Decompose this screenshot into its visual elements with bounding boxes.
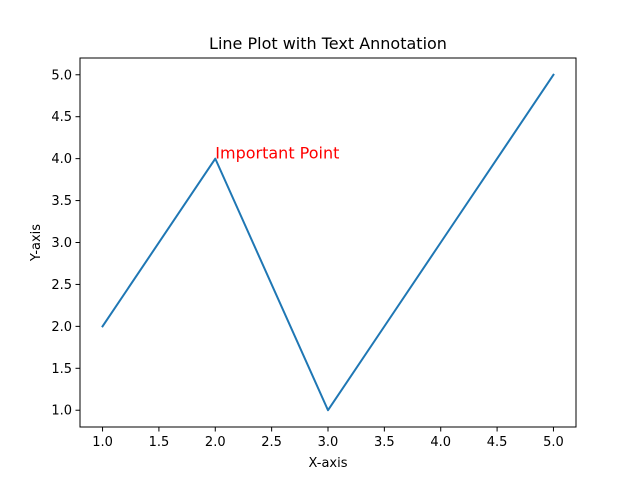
x-tick-label: 2.0 bbox=[205, 435, 226, 450]
y-tick-label: 3.5 bbox=[51, 194, 72, 209]
annotation-layer: Important Point bbox=[215, 144, 339, 163]
y-axis-label: Y-axis bbox=[29, 224, 44, 262]
x-tick-label: 5.0 bbox=[543, 435, 564, 450]
series-line bbox=[101, 73, 555, 412]
y-tick-label: 1.0 bbox=[51, 404, 72, 419]
x-axis: 1.0 1.5 2.0 2.5 3.0 3.5 4.0 4.5 5.0 bbox=[92, 427, 564, 450]
x-tick-label: 2.5 bbox=[261, 435, 282, 450]
x-tick-label: 1.0 bbox=[92, 435, 113, 450]
y-axis: 1.0 1.5 2.0 2.5 3.0 3.5 4.0 4.5 5.0 bbox=[51, 68, 80, 419]
y-tick-label: 2.0 bbox=[51, 320, 72, 335]
y-tick-label: 5.0 bbox=[51, 68, 72, 83]
y-tick-label: 3.0 bbox=[51, 236, 72, 251]
x-axis-label: X-axis bbox=[309, 456, 348, 471]
x-tick-label: 3.5 bbox=[374, 435, 395, 450]
annotation-label: Important Point bbox=[215, 144, 339, 163]
chart-title: Line Plot with Text Annotation bbox=[209, 34, 447, 53]
y-tick-label: 4.0 bbox=[51, 152, 72, 167]
y-tick-label: 2.5 bbox=[51, 278, 72, 293]
series-layer bbox=[101, 73, 555, 412]
x-tick-label: 4.0 bbox=[430, 435, 451, 450]
y-tick-label: 4.5 bbox=[51, 110, 72, 125]
x-tick-label: 4.5 bbox=[487, 435, 508, 450]
y-tick-label: 1.5 bbox=[51, 362, 72, 377]
x-tick-label: 3.0 bbox=[318, 435, 339, 450]
x-tick-label: 1.5 bbox=[149, 435, 170, 450]
